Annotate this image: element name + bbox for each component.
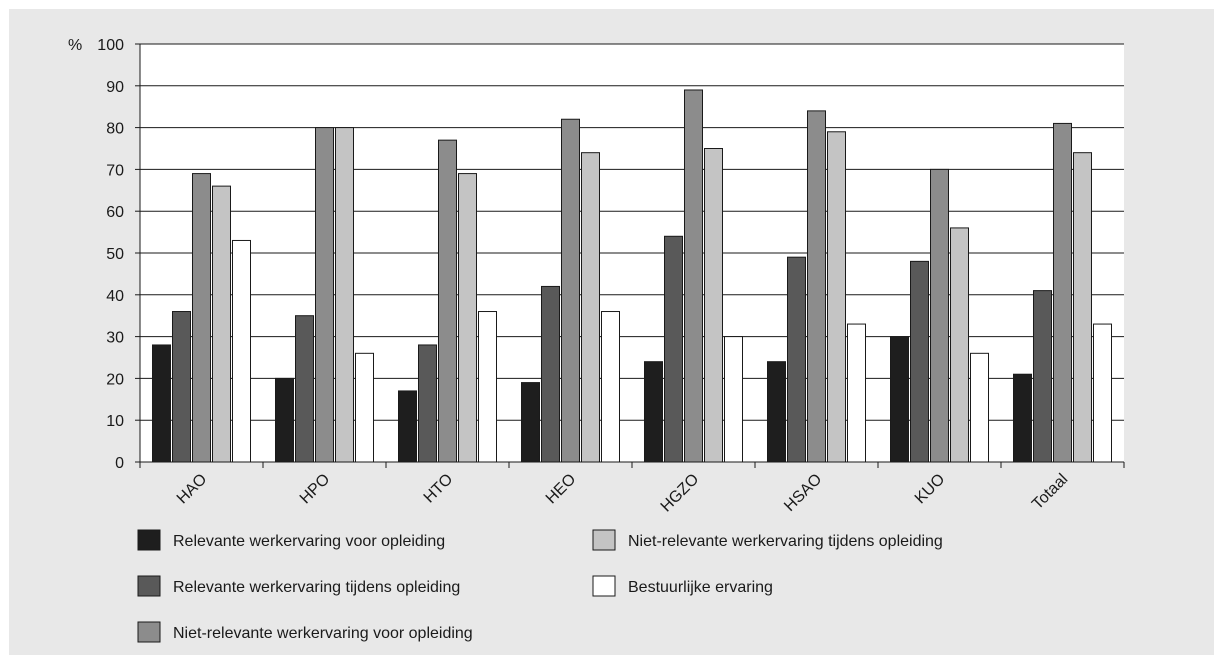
bar-totaal-series-1 [1013,373,1032,463]
y-tick-label: 50 [106,246,124,263]
bar-hgzo-series-2 [664,235,683,463]
bar-hao-series-4 [212,185,231,463]
bar-hao-series-2 [172,311,191,463]
bar-hto-series-1 [398,390,417,463]
bar-totaal-series-5 [1093,323,1112,463]
bar-totaal-series-3 [1053,122,1072,463]
legend-swatch [137,529,161,551]
x-tick-label: Totaal [1029,471,1071,513]
y-tick-label: 20 [106,371,124,388]
bar-hgzo-series-3 [684,89,703,463]
x-tick-label: HTO [421,471,457,507]
x-tick-label: HPO [297,471,334,508]
bar-kuo-series-1 [890,336,909,463]
y-axis-unit-label: % [68,37,82,54]
y-tick-label: 80 [106,121,124,138]
bar-hao-series-1 [152,344,171,463]
bar-heo-series-1 [521,382,540,463]
bar-hgzo-series-4 [704,148,723,463]
y-tick-label: 40 [106,288,124,305]
bar-heo-series-3 [561,118,580,463]
x-tick-label: HAO [174,471,211,508]
y-tick-label: 30 [106,330,124,347]
bar-hpo-series-2 [295,315,314,463]
bar-hao-series-5 [232,239,251,463]
legend-label: Niet-relevante werkervaring voor opleidi… [173,625,473,642]
legend-swatch [592,575,616,597]
x-tick-label: HSAO [781,471,825,515]
x-tick-label: HEO [543,471,580,508]
bar-hgzo-series-1 [644,361,663,463]
bar-hsao-series-2 [787,256,806,463]
y-tick-label: 90 [106,79,124,96]
bar-hto-series-2 [418,344,437,463]
bar-hsao-series-3 [807,110,826,463]
legend-swatch [137,575,161,597]
bar-kuo-series-5 [970,352,989,463]
legend-swatch [592,529,616,551]
bar-totaal-series-4 [1073,152,1092,463]
legend-swatch [137,621,161,643]
bar-hsao-series-1 [767,361,786,463]
y-tick-label: 70 [106,162,124,179]
bar-heo-series-5 [601,311,620,463]
y-tick-label: 100 [97,37,124,54]
x-tick-label: HGZO [658,471,703,516]
bar-heo-series-2 [541,285,560,463]
bar-hsao-series-4 [827,131,846,463]
legend-label: Niet-relevante werkervaring tijdens ople… [628,533,943,550]
legend-label: Relevante werkervaring tijdens opleiding [173,579,460,596]
bar-heo-series-4 [581,152,600,463]
bar-hsao-series-5 [847,323,866,463]
bar-hpo-series-1 [275,377,294,463]
bar-hpo-series-5 [355,352,374,463]
bar-kuo-series-4 [950,227,969,463]
legend-label: Bestuurlijke ervaring [628,579,773,596]
bar-hto-series-3 [438,139,457,463]
bar-hgzo-series-5 [724,336,743,463]
bar-hpo-series-4 [335,127,354,463]
bar-totaal-series-2 [1033,290,1052,463]
y-tick-label: 60 [106,204,124,221]
bar-kuo-series-2 [910,260,929,463]
legend-label: Relevante werkervaring voor opleiding [173,533,445,550]
bar-hao-series-3 [192,173,211,463]
y-tick-label: 10 [106,413,124,430]
bar-hto-series-4 [458,173,477,463]
y-tick-label: 0 [115,455,124,472]
bar-kuo-series-3 [930,168,949,463]
x-tick-label: KUO [912,471,949,508]
bar-hto-series-5 [478,311,497,463]
bar-hpo-series-3 [315,127,334,463]
